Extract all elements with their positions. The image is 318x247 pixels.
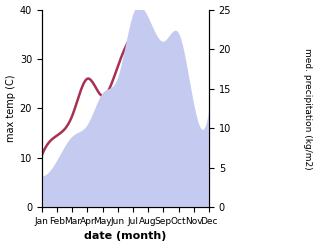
Y-axis label: med. precipitation (kg/m2): med. precipitation (kg/m2) — [303, 48, 313, 169]
X-axis label: date (month): date (month) — [84, 231, 167, 242]
Y-axis label: max temp (C): max temp (C) — [5, 75, 16, 142]
